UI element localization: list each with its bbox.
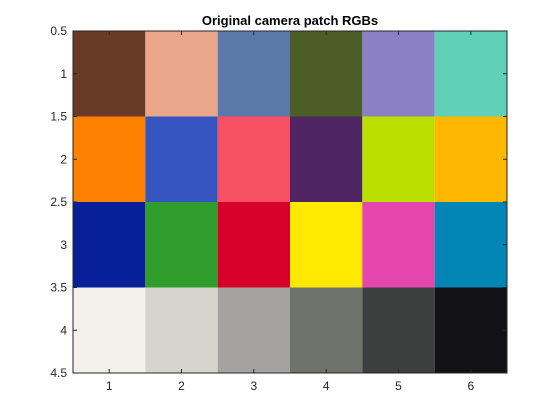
y-tick-label: 1.5 xyxy=(50,110,67,124)
heatmap-cell-r1-c6 xyxy=(434,31,507,117)
chart-title: Original camera patch RGBs xyxy=(202,13,378,28)
y-tick-label: 0.5 xyxy=(50,24,67,38)
heatmap-cell-r4-c4 xyxy=(290,287,363,373)
heatmap-cell-r3-c4 xyxy=(290,202,363,288)
y-tick-label: 3 xyxy=(60,238,67,252)
y-tick-label: 1 xyxy=(60,67,67,81)
x-tick-label: 6 xyxy=(467,379,474,393)
heatmap-cell-r3-c3 xyxy=(217,202,290,288)
heatmap-cells xyxy=(73,31,507,373)
heatmap-cell-r1-c5 xyxy=(362,31,435,117)
heatmap-cell-r3-c1 xyxy=(73,202,146,288)
x-tick-label: 3 xyxy=(250,379,257,393)
heatmap-cell-r2-c2 xyxy=(145,116,218,202)
heatmap-cell-r4-c6 xyxy=(434,287,507,373)
y-tick-label: 2.5 xyxy=(50,195,67,209)
heatmap-cell-r4-c1 xyxy=(73,287,146,373)
heatmap-cell-r2-c4 xyxy=(290,116,363,202)
y-tick-label: 4.5 xyxy=(50,366,67,380)
heatmap-cell-r1-c2 xyxy=(145,31,218,117)
heatmap-cell-r1-c4 xyxy=(290,31,363,117)
heatmap-cell-r4-c2 xyxy=(145,287,218,373)
y-axis: 0.5 1 1.5 2 2.5 3 3.5 4 4.5 xyxy=(50,24,507,380)
heatmap-cell-r2-c6 xyxy=(434,116,507,202)
heatmap-cell-r1-c3 xyxy=(217,31,290,117)
x-tick-label: 2 xyxy=(178,379,185,393)
heatmap-cell-r2-c3 xyxy=(217,116,290,202)
heatmap-cell-r1-c1 xyxy=(73,31,146,117)
x-tick-label: 5 xyxy=(395,379,402,393)
x-tick-label: 4 xyxy=(323,379,330,393)
y-tick-label: 3.5 xyxy=(50,281,67,295)
heatmap-cell-r2-c1 xyxy=(73,116,146,202)
x-axis: 1 2 3 4 5 6 xyxy=(106,31,474,393)
y-tick-label: 4 xyxy=(60,323,67,337)
heatmap-cell-r3-c2 xyxy=(145,202,218,288)
x-tick-label: 1 xyxy=(106,379,113,393)
heatmap-cell-r4-c5 xyxy=(362,287,435,373)
heatmap-cell-r3-c5 xyxy=(362,202,435,288)
heatmap-cell-r2-c5 xyxy=(362,116,435,202)
heatmap-cell-r3-c6 xyxy=(434,202,507,288)
y-tick-label: 2 xyxy=(60,152,67,166)
heatmap-cell-r4-c3 xyxy=(217,287,290,373)
